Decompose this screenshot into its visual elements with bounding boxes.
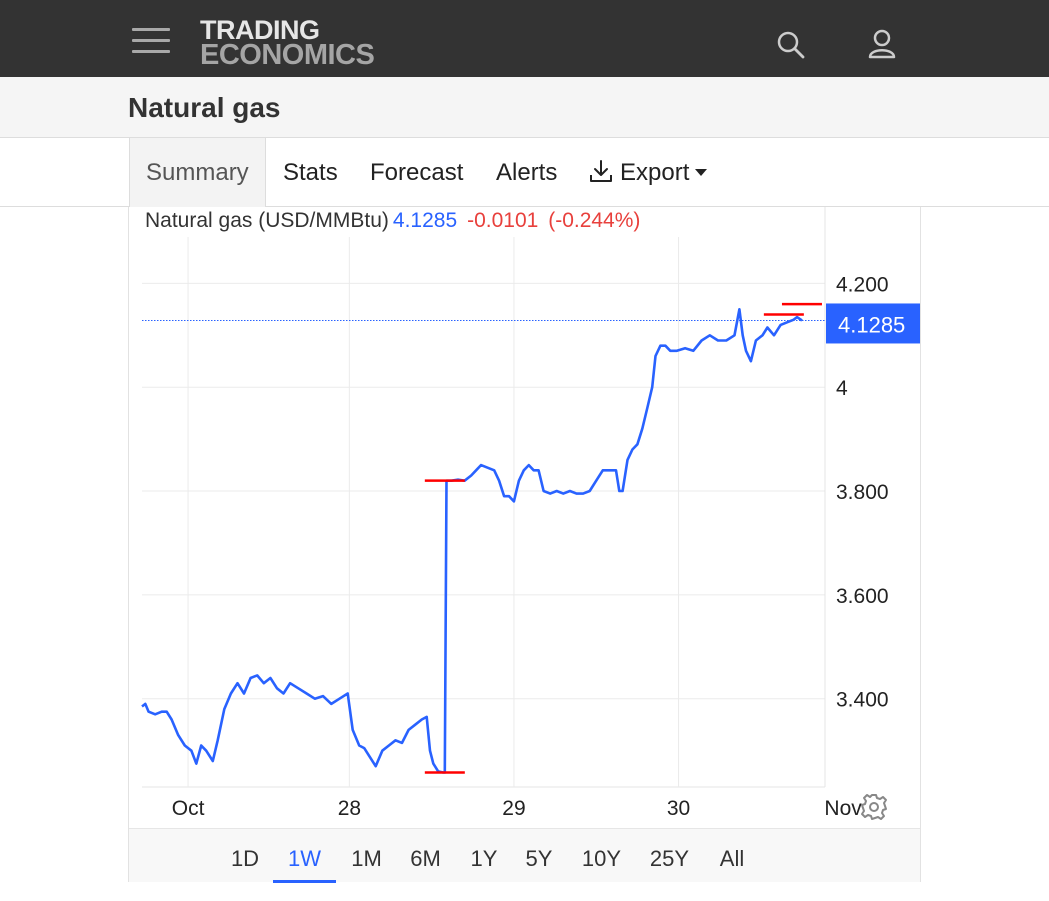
chevron-down-icon (695, 169, 708, 176)
tab-export-label: Export (620, 159, 690, 186)
range-all-button[interactable]: All (719, 846, 745, 871)
chart-header: Natural gas (USD/MMBtu) 4.1285 -0.0101 (-0… (145, 209, 640, 233)
y-axis-ticks: 4.200 4 3.800 3.600 3.400 (836, 273, 889, 711)
y-tick-label: 3.600 (836, 585, 889, 608)
range-1m-button[interactable]: 1M (351, 846, 382, 871)
top-navigation-bar: TRADING ECONOMICS (0, 0, 1049, 77)
chart-panel: 4.200 4 3.800 3.600 3.400 Oct 28 29 30 Nov 4.128… (128, 207, 921, 883)
y-tick-label: 4 (836, 377, 848, 400)
last-value-label-group: 4.1285 (826, 303, 920, 344)
x-tick-label: Oct (172, 797, 205, 820)
tab-stats[interactable]: Stats (283, 159, 338, 186)
site-logo[interactable]: TRADING ECONOMICS (200, 15, 375, 72)
tab-export[interactable]: Export (588, 138, 708, 207)
title-bar: Natural gas (0, 77, 1049, 138)
chart-background (129, 207, 920, 828)
range-1d-button[interactable]: 1D (230, 846, 260, 871)
x-tick-label: 28 (338, 797, 361, 820)
range-10y-button[interactable]: 10Y (581, 846, 622, 871)
download-icon (588, 142, 614, 182)
price-chart[interactable]: 4.200 4 3.800 3.600 3.400 Oct 28 29 30 Nov 4.128… (129, 207, 920, 828)
y-tick-label: 4.200 (836, 273, 889, 296)
y-tick-label: 3.400 (836, 689, 889, 712)
user-icon[interactable] (866, 27, 900, 61)
hamburger-menu-icon[interactable] (132, 26, 170, 56)
logo-line-2: ECONOMICS (200, 39, 375, 72)
y-tick-label: 3.800 (836, 481, 889, 504)
range-5y-button[interactable]: 5Y (525, 846, 553, 871)
instrument-name: Natural gas (USD/MMBtu) (145, 209, 389, 232)
last-value-badge (826, 303, 920, 344)
x-tick-label: 29 (502, 797, 525, 820)
chart-series (141, 308, 803, 774)
chart-grid (142, 237, 825, 788)
x-tick-label: Nov (824, 797, 862, 820)
range-6m-button[interactable]: 6M (410, 846, 441, 871)
chart-markers (424, 302, 822, 774)
tab-summary[interactable]: Summary (129, 138, 266, 207)
tab-alerts[interactable]: Alerts (496, 159, 558, 186)
logo-line-1: TRADING (200, 15, 320, 45)
range-25y-button[interactable]: 25Y (649, 846, 690, 871)
x-tick-label: 30 (667, 797, 690, 820)
range-1y-button[interactable]: 1Y (470, 846, 498, 871)
range-1w-button[interactable]: 1W (273, 829, 336, 883)
current-price: 4.1285 (392, 209, 458, 232)
time-range-bar: 1D 1W 1M 6M 1Y 5Y 10Y 25Y All (129, 828, 920, 883)
last-value-label: 4.1285 (838, 312, 905, 337)
search-icon[interactable] (774, 28, 808, 62)
tab-forecast[interactable]: Forecast (370, 159, 464, 186)
price-change-percent: (-0.244%) (548, 209, 641, 232)
gear-icon[interactable] (859, 792, 889, 822)
x-axis-ticks: Oct 28 29 30 Nov (172, 797, 863, 820)
series-line (141, 308, 803, 774)
tab-bar: Summary Stats Forecast Alerts Export (0, 138, 1049, 207)
price-change: -0.0101 (467, 209, 539, 232)
page-title: Natural gas (128, 92, 281, 123)
